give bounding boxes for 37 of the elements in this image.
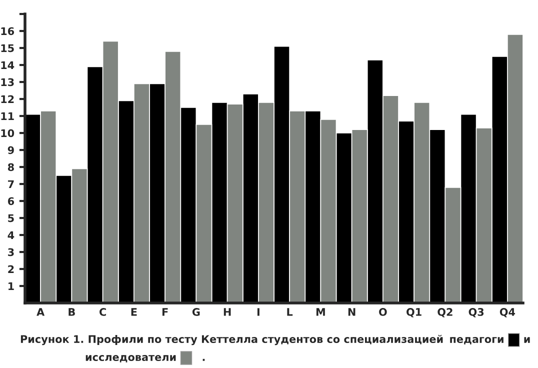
x-tick-label: Q1	[406, 308, 422, 318]
y-tick-label: 11	[1, 112, 14, 120]
y-tick-label: 2	[8, 265, 14, 273]
x-tick-label: H	[224, 308, 231, 316]
x-tick-label: A	[36, 308, 45, 316]
x-tick-label: C	[100, 308, 106, 316]
y-tick-label: 4	[8, 231, 14, 239]
x-tick-label: L	[287, 308, 293, 316]
text: .	[202, 358, 205, 361]
text: и	[524, 337, 530, 343]
legend-label: педагоги	[450, 337, 504, 344]
y-tick-label: 9	[8, 146, 14, 154]
y-tick-label: 10	[1, 129, 14, 138]
x-tick-label: B	[68, 308, 75, 316]
y-tick-label: 1	[8, 282, 14, 290]
x-tick-label: Q3	[468, 308, 484, 318]
x-tick-label: O	[379, 308, 387, 316]
x-tick-label: F	[162, 308, 168, 316]
y-tick-label: 6	[8, 197, 14, 206]
x-tick-label: N	[348, 308, 356, 316]
x-tick-label: E	[131, 308, 137, 316]
y-tick-label: 13	[1, 78, 14, 86]
legend-label: исследователи	[86, 355, 176, 362]
text: Рисунок 1. Профили по тесту Кеттелла студентов со специализацией	[20, 334, 443, 346]
y-tick-label: 16	[1, 27, 14, 36]
x-tick-label: M	[316, 308, 325, 316]
y-tick-label: 14	[1, 61, 14, 69]
y-tick-label: 15	[1, 44, 14, 52]
x-tick-label: Q2	[438, 308, 452, 318]
y-tick-label: 12	[1, 95, 14, 103]
x-tick-label: Q4	[500, 308, 516, 318]
x-tick-label: I	[257, 308, 260, 316]
x-tick-label: G	[192, 308, 200, 316]
y-tick-label: 8	[8, 163, 14, 172]
y-tick-label: 5	[8, 214, 14, 222]
y-tick-label: 7	[8, 180, 14, 188]
y-tick-label: 3	[8, 248, 14, 256]
